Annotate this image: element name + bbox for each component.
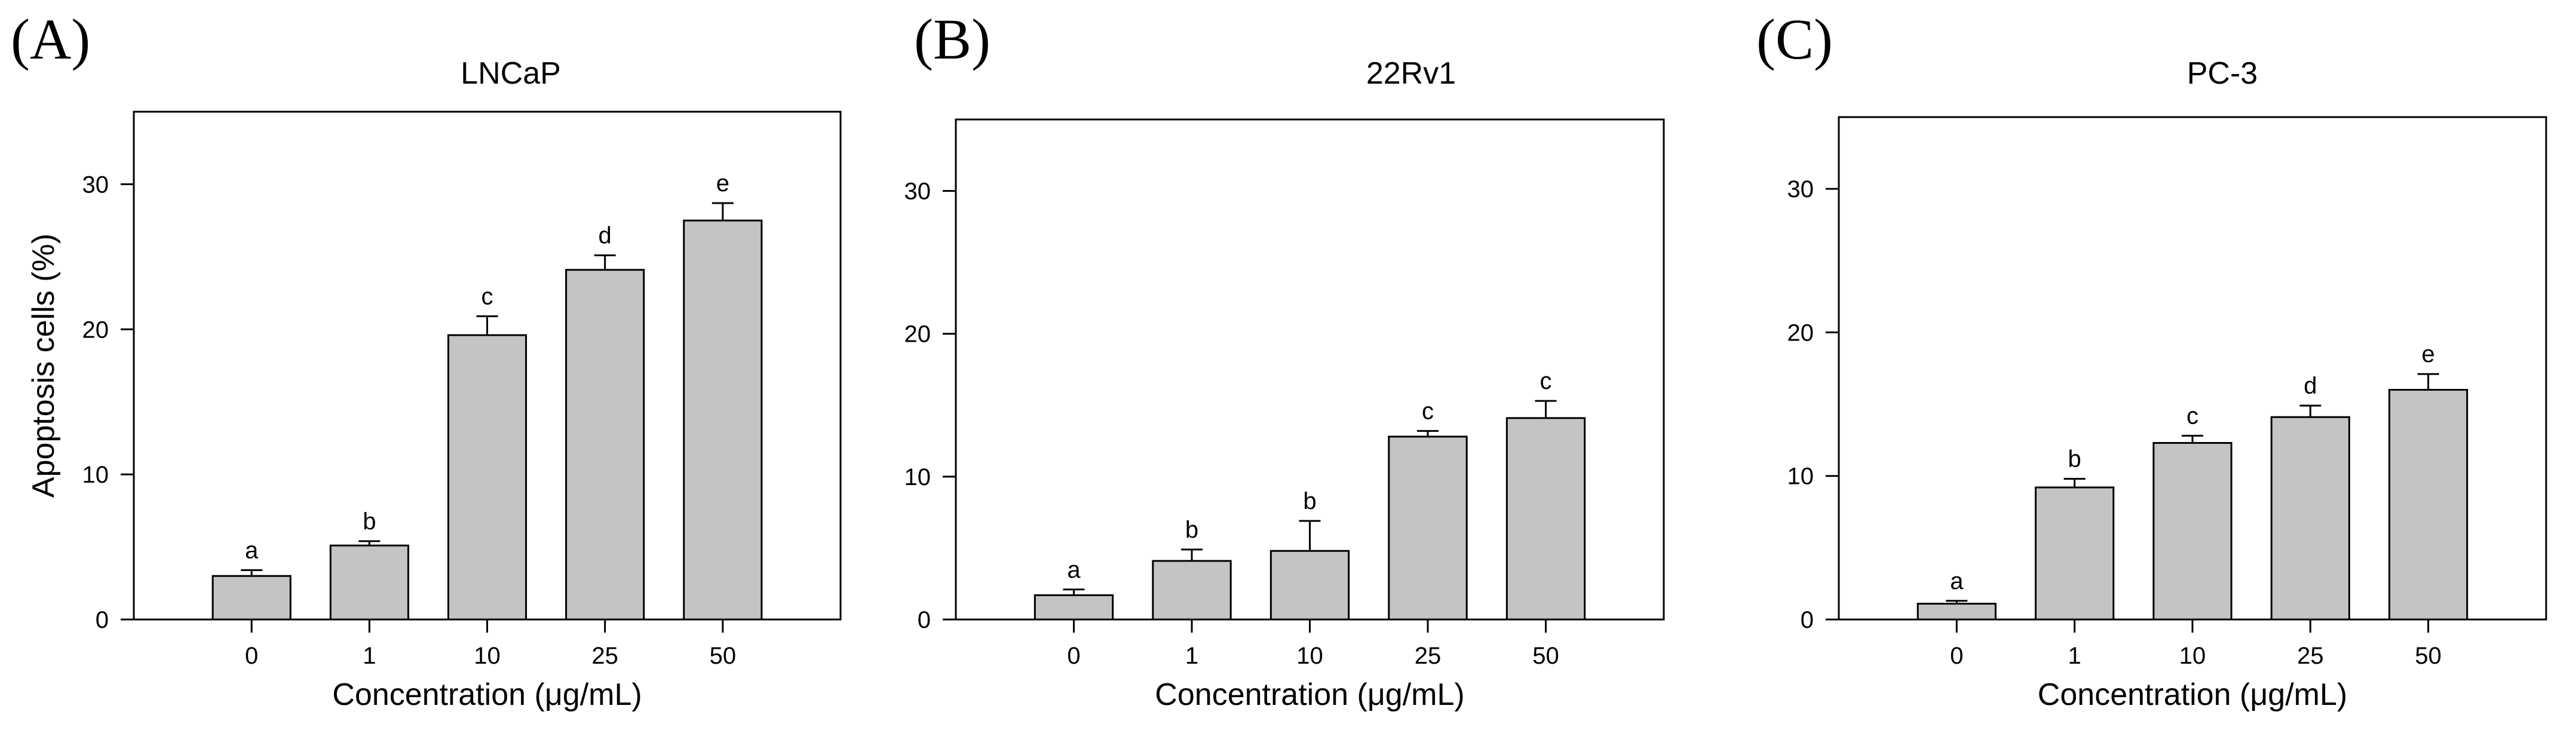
significance-letter: b: [2068, 446, 2081, 473]
significance-letter: e: [2422, 341, 2435, 367]
y-tick-label: 10: [1787, 464, 1814, 490]
x-tick-label: 50: [710, 643, 737, 669]
significance-letter: c: [1422, 398, 1434, 424]
y-tick-label: 30: [1787, 176, 1814, 203]
y-tick-label: 0: [96, 607, 109, 633]
significance-letter: b: [363, 508, 376, 535]
x-axis-label: Concentration (μg/mL): [1155, 677, 1464, 712]
bar-1: [329, 544, 409, 621]
significance-letter: b: [1303, 488, 1316, 514]
x-tick-label: 10: [1296, 643, 1323, 669]
x-tick-label: 1: [2068, 643, 2081, 669]
y-tick-label: 0: [1801, 607, 1814, 633]
bar-0: [1034, 594, 1114, 621]
x-tick-label: 10: [2179, 643, 2206, 669]
y-tick-label: 30: [82, 171, 109, 198]
significance-letter: e: [716, 170, 729, 197]
bar-25: [2270, 416, 2350, 621]
significance-letter: d: [2304, 373, 2317, 399]
x-tick-label: 1: [363, 643, 376, 669]
y-tick-label: 10: [82, 462, 109, 488]
bar-10: [1269, 550, 1350, 621]
significance-letter: b: [1185, 517, 1198, 543]
bar-1: [2035, 486, 2115, 621]
bar-50: [2388, 389, 2468, 621]
panel-letter: (C): [1756, 7, 1833, 71]
significance-letter: a: [1950, 568, 1964, 594]
chart-title: LNCaP: [461, 56, 561, 91]
x-tick-label: 50: [1532, 643, 1559, 669]
significance-letter: c: [2186, 403, 2198, 429]
plot-frame: [955, 118, 1665, 621]
bar-1: [1152, 560, 1232, 621]
bar-10: [447, 334, 528, 621]
significance-letter: c: [1540, 368, 1552, 394]
y-tick-label: 20: [1787, 320, 1814, 346]
x-tick-label: 25: [1415, 643, 1442, 669]
y-axis-label: Apoptosis cells (%): [26, 234, 61, 498]
x-tick-label: 50: [2415, 643, 2442, 669]
significance-letter: d: [599, 222, 612, 249]
y-tick-label: 10: [904, 464, 931, 490]
bar-50: [1505, 417, 1586, 621]
bar-0: [1916, 603, 1997, 621]
chart-panel-1: (A) LNCaP 0 10 20 30 a 0 b 1 c 10 d 25 e 50 Concentratio…: [11, 7, 842, 712]
x-tick-label: 1: [1185, 643, 1198, 669]
bar-50: [683, 219, 763, 621]
y-tick-label: 0: [918, 607, 931, 633]
x-tick-label: 10: [474, 643, 501, 669]
x-tick-label: 0: [1067, 643, 1080, 669]
panel-letter: (A): [11, 7, 90, 71]
bar-25: [565, 269, 645, 621]
chart-panel-3: (C) PC-3 0 10 20 30 a 0 b 1 c 10 d 25 e 50 Concentration…: [1756, 7, 2547, 712]
significance-letter: a: [245, 537, 259, 563]
chart-title: 22Rv1: [1366, 56, 1456, 91]
plot-frame: [133, 111, 842, 621]
bar-10: [2152, 441, 2232, 621]
y-tick-label: 20: [904, 321, 931, 348]
y-tick-label: 30: [904, 179, 931, 205]
x-tick-label: 0: [1950, 643, 1963, 669]
x-axis-label: Concentration (μg/mL): [332, 677, 642, 712]
plot-frame: [1838, 116, 2547, 621]
y-tick-label: 20: [82, 317, 109, 343]
bar-25: [1388, 435, 1468, 621]
significance-letter: c: [482, 283, 493, 309]
chart-title: PC-3: [2187, 56, 2258, 91]
x-tick-label: 0: [245, 643, 258, 669]
x-tick-label: 25: [591, 643, 618, 669]
panel-letter: (B): [914, 7, 990, 71]
x-axis-label: Concentration (μg/mL): [2038, 677, 2347, 712]
chart-panel-2: (B) 22Rv1 0 10 20 30 a 0 b 1 b 10 c 25 c 50 Concentratio…: [904, 7, 1665, 712]
significance-letter: a: [1067, 557, 1081, 583]
x-tick-label: 25: [2297, 643, 2324, 669]
bar-0: [211, 575, 292, 621]
